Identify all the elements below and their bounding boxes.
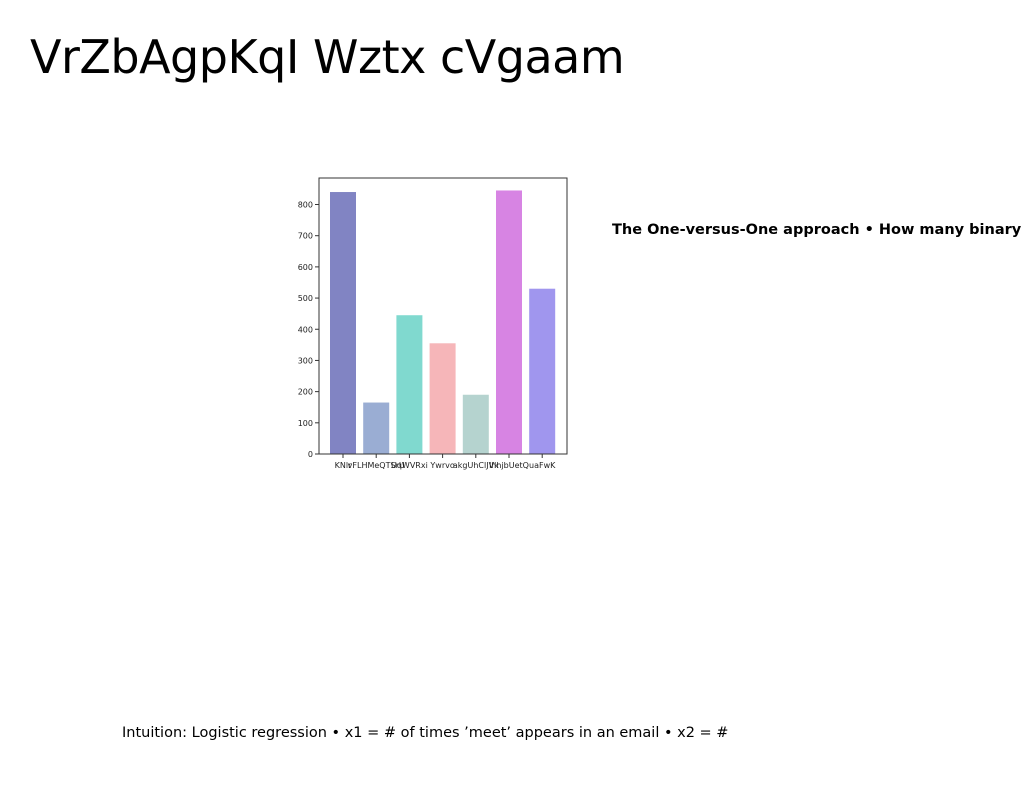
x-tick-label: UqWVRxi — [391, 461, 428, 470]
bar-vFLHMeQTSrU — [363, 402, 390, 454]
bar-UqWVRxi — [396, 315, 423, 454]
side-note-text: The One-versus-One approach • How many b… — [612, 222, 1022, 238]
y-tick-label: 100 — [298, 419, 313, 428]
x-tick-label: Ywrvo — [429, 461, 454, 470]
bar-KNlr — [330, 192, 356, 454]
x-tick-label: akgUhClJVk — [453, 461, 499, 470]
slide-title: VrZbAgpKqI Wztx cVgaam — [30, 30, 625, 84]
y-tick-label: 0 — [308, 450, 313, 459]
bar-uaFwK — [529, 288, 556, 454]
x-tick-label: uaFwK — [529, 461, 556, 470]
y-tick-label: 500 — [298, 294, 313, 303]
plot-frame — [318, 177, 568, 455]
bar-chart-svg: 0 100 200 300 400 500 600 700 800 KNlrvFLHMeQTSr… — [298, 177, 568, 470]
x-tick-label: lhhjbUetQ — [489, 461, 529, 470]
bars-layer — [330, 190, 556, 454]
bar-akgUhClJVk — [462, 394, 489, 454]
y-tick-label: 800 — [298, 201, 313, 210]
y-tick-label: 700 — [298, 232, 313, 241]
bar-Ywrvo — [429, 343, 456, 454]
y-tick-label: 300 — [298, 356, 313, 365]
y-tick-label: 600 — [298, 263, 313, 272]
bar-chart: 0 100 200 300 400 500 600 700 800 KNlr vFLHMeQTSr… — [290, 168, 580, 478]
bar-lhhjbUetQ — [496, 190, 522, 454]
y-tick-label: 400 — [298, 325, 313, 334]
x-tick-label: vFLHMeQTSrU — [348, 461, 405, 470]
x-tick-label: KNlr — [335, 461, 352, 470]
y-axis-ticks: 0 100 200 300 400 500 600 700 800 — [298, 201, 319, 459]
y-tick-label: 200 — [298, 388, 313, 397]
bottom-note-text: Intuition: Logistic regression • x1 = # … — [122, 725, 729, 741]
